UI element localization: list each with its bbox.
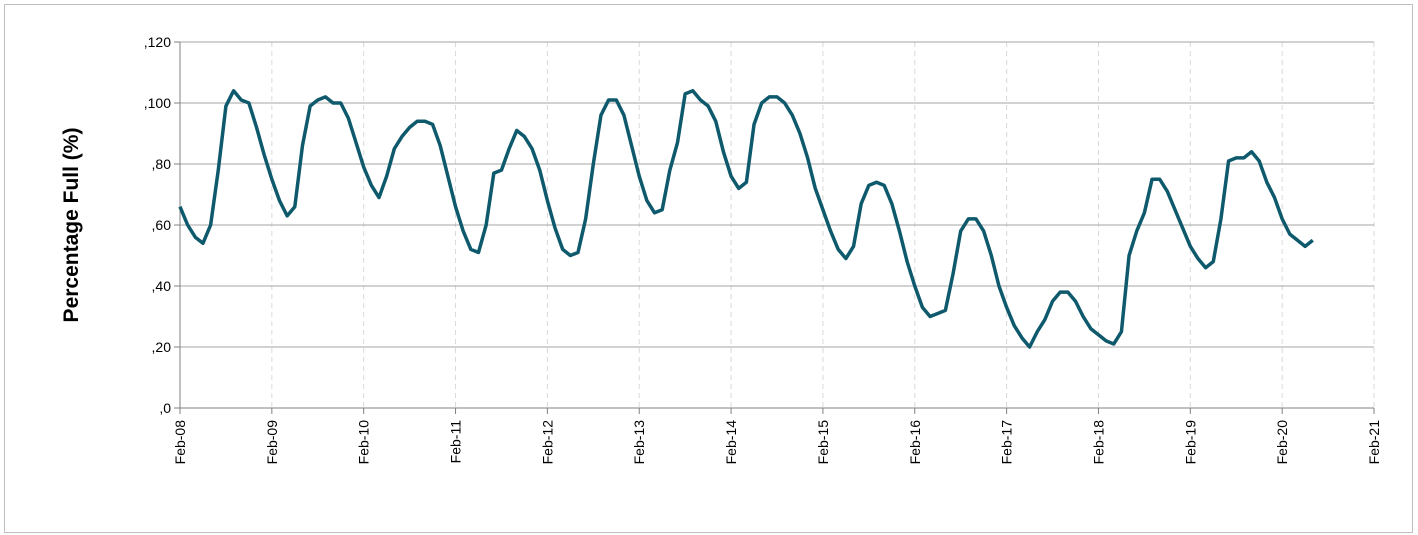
y-tick-label: ,20 (152, 339, 172, 355)
x-tick-label: Feb-18 (1090, 420, 1106, 465)
y-tick-label: ,0 (159, 400, 171, 416)
x-tick-label: Feb-15 (815, 420, 831, 465)
y-tick-label: ,120 (144, 34, 171, 50)
x-tick-label: Feb-12 (539, 420, 555, 465)
x-tick-label: Feb-16 (907, 420, 923, 465)
x-tick-label: Feb-09 (264, 420, 280, 465)
x-tick-label: Feb-10 (356, 420, 372, 465)
data-line (178, 89, 1314, 349)
y-axis-label: Percentage Full (%) (60, 128, 83, 323)
chart-border (4, 4, 1413, 533)
x-tick-label: Feb-08 (172, 420, 188, 465)
y-tick-label: ,60 (152, 217, 172, 233)
x-tick-label: Feb-20 (1274, 420, 1290, 465)
x-tick-label: Feb-19 (1182, 420, 1198, 465)
y-tick-label: ,40 (152, 278, 172, 294)
x-tick-label: Feb-17 (999, 420, 1015, 465)
x-tick-label: Feb-14 (723, 420, 739, 465)
x-tick-label: Feb-13 (631, 420, 647, 465)
x-tick-label: Feb-11 (448, 420, 464, 464)
x-tick-label: Feb-21 (1366, 420, 1382, 465)
y-tick-label: ,100 (144, 95, 171, 111)
y-tick-label: ,80 (152, 156, 172, 172)
